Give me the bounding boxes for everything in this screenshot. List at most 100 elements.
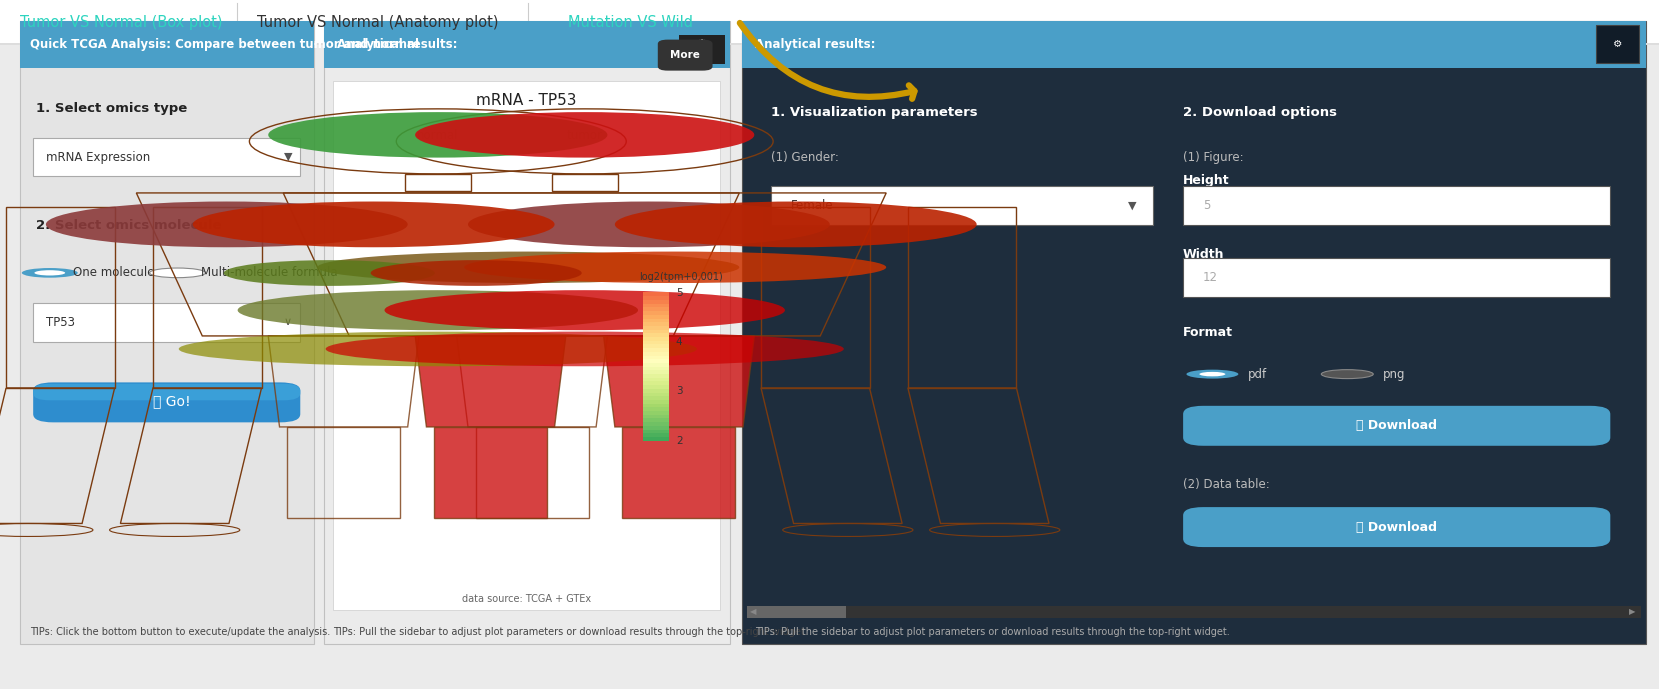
Text: pdf: pdf — [1248, 368, 1267, 380]
FancyBboxPatch shape — [1183, 507, 1611, 547]
Polygon shape — [415, 336, 566, 427]
Bar — [742, 21, 1646, 644]
Bar — [476, 427, 589, 518]
Text: Height: Height — [1183, 174, 1229, 187]
Ellipse shape — [224, 260, 435, 286]
Text: ∨: ∨ — [284, 318, 292, 327]
Text: 1. Select omics type: 1. Select omics type — [36, 103, 187, 115]
Bar — [642, 392, 669, 396]
Text: ⤓ Download: ⤓ Download — [1355, 521, 1437, 533]
Bar — [642, 358, 669, 363]
Text: tumor: tumor — [567, 129, 602, 141]
Bar — [642, 414, 669, 418]
Text: (1) Figure:: (1) Figure: — [1183, 151, 1244, 163]
Bar — [1183, 258, 1611, 297]
Text: data source: TCGA + GTEx: data source: TCGA + GTEx — [463, 594, 591, 604]
Text: Mutation VS Wild: Mutation VS Wild — [567, 15, 693, 30]
Bar — [333, 81, 720, 610]
Ellipse shape — [237, 290, 639, 330]
Ellipse shape — [179, 331, 697, 367]
Ellipse shape — [192, 201, 554, 247]
Bar — [907, 207, 1017, 388]
Bar — [761, 207, 869, 388]
Text: TP53: TP53 — [46, 316, 75, 329]
Text: Female: Female — [791, 199, 834, 212]
Bar — [642, 351, 669, 356]
FancyBboxPatch shape — [1183, 406, 1611, 446]
Bar — [324, 21, 730, 68]
Bar — [642, 370, 669, 374]
Text: 2. Select omics molecule: 2. Select omics molecule — [36, 220, 222, 232]
Text: 5: 5 — [1203, 199, 1211, 212]
Text: TIPs: Click the bottom button to execute/update the analysis.: TIPs: Click the bottom button to execute… — [30, 627, 330, 637]
Bar — [642, 307, 669, 311]
Bar — [642, 429, 669, 433]
Bar — [747, 606, 846, 618]
Bar — [324, 21, 730, 644]
Text: Quick TCGA Analysis: Compare between tumor and normal: Quick TCGA Analysis: Compare between tum… — [30, 38, 418, 50]
Bar — [642, 373, 669, 378]
Bar — [642, 422, 669, 426]
Ellipse shape — [415, 112, 755, 158]
Bar — [642, 329, 669, 333]
Ellipse shape — [149, 268, 206, 278]
Bar — [1183, 186, 1611, 225]
Text: Format: Format — [1183, 327, 1233, 339]
Bar — [642, 381, 669, 385]
Text: Multi-molecule formula: Multi-molecule formula — [201, 267, 337, 279]
Text: mRNA Expression: mRNA Expression — [46, 151, 151, 163]
Text: png: png — [1384, 368, 1405, 380]
Text: TIPs: Pull the sidebar to adjust plot parameters or download results through the: TIPs: Pull the sidebar to adjust plot pa… — [333, 627, 808, 637]
Bar — [642, 436, 669, 441]
Ellipse shape — [370, 260, 582, 286]
Ellipse shape — [22, 268, 78, 278]
Text: ⚙: ⚙ — [697, 39, 707, 49]
Text: 12: 12 — [1203, 271, 1218, 284]
Text: ⚙: ⚙ — [1613, 39, 1623, 49]
Text: Tumor VS Normal (Box plot): Tumor VS Normal (Box plot) — [20, 15, 222, 30]
Text: More: More — [670, 50, 700, 60]
FancyBboxPatch shape — [33, 384, 300, 400]
Bar — [622, 427, 735, 518]
Ellipse shape — [325, 331, 844, 367]
Text: mRNA - TP53: mRNA - TP53 — [476, 93, 577, 108]
Bar — [642, 344, 669, 348]
Ellipse shape — [385, 290, 785, 330]
FancyBboxPatch shape — [33, 382, 300, 422]
Bar — [642, 418, 669, 422]
Bar — [679, 35, 725, 64]
Bar — [642, 347, 669, 352]
Bar — [0, 43, 1659, 45]
Text: Tumor VS Normal (Anatomy plot): Tumor VS Normal (Anatomy plot) — [257, 15, 498, 30]
Text: 2. Download options: 2. Download options — [1183, 106, 1337, 119]
Bar — [642, 433, 669, 437]
Bar — [642, 400, 669, 404]
FancyBboxPatch shape — [657, 39, 712, 70]
Text: ▼: ▼ — [284, 152, 292, 162]
Text: One molecule: One molecule — [73, 267, 154, 279]
Bar — [642, 388, 669, 393]
Bar — [642, 340, 669, 344]
Bar — [747, 606, 1641, 618]
Bar — [642, 411, 669, 415]
Ellipse shape — [1321, 369, 1374, 379]
Bar — [0, 0, 1659, 45]
Bar — [642, 403, 669, 407]
Bar — [33, 303, 300, 342]
Text: log2(tpm+0.001): log2(tpm+0.001) — [639, 272, 723, 282]
Text: ◀: ◀ — [750, 607, 757, 617]
Ellipse shape — [1186, 369, 1238, 379]
Bar — [405, 174, 471, 191]
Text: Analytical results:: Analytical results: — [337, 38, 458, 50]
Bar — [642, 311, 669, 315]
Text: Width: Width — [1183, 249, 1224, 261]
Bar — [435, 427, 547, 518]
Text: 🔍 Go!: 🔍 Go! — [153, 395, 191, 409]
Bar — [20, 21, 314, 68]
Bar — [642, 318, 669, 322]
Bar — [642, 355, 669, 359]
Text: ⤓ Download: ⤓ Download — [1355, 420, 1437, 432]
Bar — [33, 138, 300, 176]
Bar — [642, 303, 669, 307]
Text: 4: 4 — [675, 337, 682, 347]
